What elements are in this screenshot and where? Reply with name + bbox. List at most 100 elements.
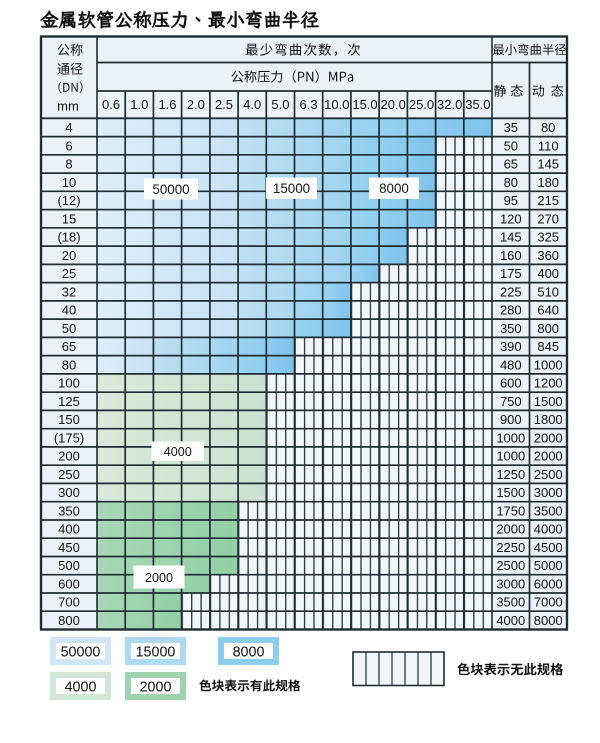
svg-text:180: 180 bbox=[537, 175, 559, 190]
svg-text:8000: 8000 bbox=[379, 181, 409, 196]
svg-text:50: 50 bbox=[62, 321, 76, 336]
svg-text:2.5: 2.5 bbox=[215, 97, 233, 112]
svg-text:1500: 1500 bbox=[534, 394, 563, 409]
svg-text:800: 800 bbox=[58, 613, 80, 628]
svg-text:600: 600 bbox=[500, 376, 522, 391]
svg-text:32: 32 bbox=[62, 284, 76, 299]
svg-text:4.0: 4.0 bbox=[243, 97, 261, 112]
svg-text:125: 125 bbox=[58, 394, 80, 409]
svg-text:450: 450 bbox=[58, 540, 80, 555]
svg-text:1000: 1000 bbox=[496, 430, 525, 445]
svg-text:250: 250 bbox=[58, 467, 80, 482]
svg-text:10.0: 10.0 bbox=[324, 97, 349, 112]
svg-text:5000: 5000 bbox=[534, 558, 563, 573]
svg-text:mm: mm bbox=[57, 99, 79, 114]
svg-text:110: 110 bbox=[538, 138, 559, 153]
svg-text:25: 25 bbox=[62, 266, 76, 281]
svg-text:175: 175 bbox=[500, 266, 522, 281]
svg-text:100: 100 bbox=[58, 376, 80, 391]
svg-text:8000: 8000 bbox=[233, 645, 265, 661]
svg-text:20.0: 20.0 bbox=[381, 97, 406, 112]
svg-text:3500: 3500 bbox=[496, 595, 525, 610]
svg-text:(18): (18) bbox=[57, 230, 80, 245]
svg-text:750: 750 bbox=[500, 394, 522, 409]
svg-text:35: 35 bbox=[504, 120, 518, 135]
svg-text:4: 4 bbox=[65, 120, 72, 135]
svg-text:225: 225 bbox=[500, 284, 522, 299]
svg-text:390: 390 bbox=[500, 339, 522, 354]
svg-text:3000: 3000 bbox=[534, 485, 563, 500]
svg-text:510: 510 bbox=[537, 284, 559, 299]
svg-text:1000: 1000 bbox=[534, 357, 563, 372]
svg-text:150: 150 bbox=[58, 412, 80, 427]
svg-text:2250: 2250 bbox=[496, 540, 525, 555]
svg-text:35.0: 35.0 bbox=[465, 97, 490, 112]
svg-text:640: 640 bbox=[537, 303, 559, 318]
svg-text:2000: 2000 bbox=[534, 430, 563, 445]
svg-text:280: 280 bbox=[500, 303, 522, 318]
svg-text:2000: 2000 bbox=[496, 522, 525, 537]
svg-text:350: 350 bbox=[500, 321, 522, 336]
svg-text:32.0: 32.0 bbox=[437, 97, 462, 112]
svg-text:200: 200 bbox=[58, 449, 80, 464]
svg-text:215: 215 bbox=[537, 193, 559, 208]
svg-text:325: 325 bbox=[537, 230, 559, 245]
svg-text:2000: 2000 bbox=[140, 680, 172, 696]
svg-text:95: 95 bbox=[504, 193, 518, 208]
svg-text:400: 400 bbox=[537, 266, 559, 281]
svg-text:3000: 3000 bbox=[496, 577, 525, 592]
svg-text:20: 20 bbox=[62, 248, 76, 263]
svg-text:80: 80 bbox=[541, 120, 555, 135]
svg-text:2500: 2500 bbox=[534, 467, 563, 482]
svg-text:65: 65 bbox=[504, 157, 518, 172]
svg-text:0.6: 0.6 bbox=[102, 97, 120, 112]
svg-text:80: 80 bbox=[504, 175, 518, 190]
svg-text:500: 500 bbox=[58, 558, 80, 573]
svg-text:360: 360 bbox=[537, 248, 559, 263]
svg-text:120: 120 bbox=[500, 211, 522, 226]
svg-text:4000: 4000 bbox=[534, 522, 563, 537]
svg-text:600: 600 bbox=[58, 577, 80, 592]
svg-text:50000: 50000 bbox=[61, 645, 101, 661]
svg-text:845: 845 bbox=[537, 339, 559, 354]
svg-text:3500: 3500 bbox=[534, 503, 563, 518]
svg-text:1200: 1200 bbox=[534, 376, 563, 391]
svg-text:6: 6 bbox=[65, 138, 72, 153]
svg-text:2000: 2000 bbox=[534, 449, 563, 464]
svg-text:50000: 50000 bbox=[152, 182, 189, 197]
svg-text:15.0: 15.0 bbox=[352, 97, 377, 112]
svg-text:900: 900 bbox=[500, 412, 522, 427]
svg-text:(175): (175) bbox=[54, 430, 84, 445]
svg-text:2500: 2500 bbox=[496, 558, 525, 573]
svg-text:4000: 4000 bbox=[65, 680, 97, 696]
svg-text:270: 270 bbox=[537, 211, 559, 226]
svg-text:145: 145 bbox=[537, 157, 559, 172]
svg-text:6.3: 6.3 bbox=[300, 97, 318, 112]
svg-text:1.6: 1.6 bbox=[158, 97, 176, 112]
svg-text:300: 300 bbox=[58, 485, 80, 500]
svg-text:1750: 1750 bbox=[496, 503, 525, 518]
svg-text:15000: 15000 bbox=[273, 181, 310, 196]
svg-text:700: 700 bbox=[58, 595, 80, 610]
svg-text:160: 160 bbox=[500, 248, 522, 263]
svg-text:480: 480 bbox=[500, 357, 522, 372]
svg-text:4000: 4000 bbox=[496, 613, 525, 628]
svg-text:800: 800 bbox=[537, 321, 559, 336]
svg-text:1000: 1000 bbox=[496, 449, 525, 464]
svg-text:40: 40 bbox=[62, 303, 76, 318]
svg-text:80: 80 bbox=[62, 357, 76, 372]
svg-text:(12): (12) bbox=[57, 193, 80, 208]
svg-text:2.0: 2.0 bbox=[187, 97, 205, 112]
svg-text:15: 15 bbox=[62, 211, 76, 226]
svg-text:8000: 8000 bbox=[534, 613, 563, 628]
svg-text:400: 400 bbox=[58, 522, 80, 537]
svg-text:1250: 1250 bbox=[496, 467, 525, 482]
svg-text:5.0: 5.0 bbox=[271, 97, 289, 112]
svg-text:4000: 4000 bbox=[164, 445, 192, 459]
svg-text:145: 145 bbox=[500, 230, 522, 245]
svg-text:10: 10 bbox=[62, 175, 76, 190]
svg-text:4500: 4500 bbox=[534, 540, 563, 555]
svg-text:15000: 15000 bbox=[136, 645, 176, 661]
svg-text:50: 50 bbox=[504, 138, 518, 153]
svg-text:65: 65 bbox=[62, 339, 76, 354]
